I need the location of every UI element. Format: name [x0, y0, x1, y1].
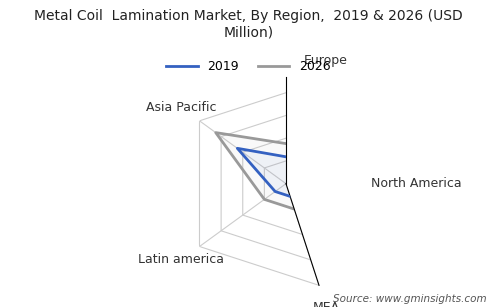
- Text: Metal Coil  Lamination Market, By Region,  2019 & 2026 (USD
Million): Metal Coil Lamination Market, By Region,…: [34, 9, 463, 39]
- Legend: 2019, 2026: 2019, 2026: [161, 55, 336, 78]
- Text: Source: www.gminsights.com: Source: www.gminsights.com: [333, 294, 487, 304]
- Polygon shape: [238, 148, 313, 196]
- Polygon shape: [216, 133, 326, 209]
